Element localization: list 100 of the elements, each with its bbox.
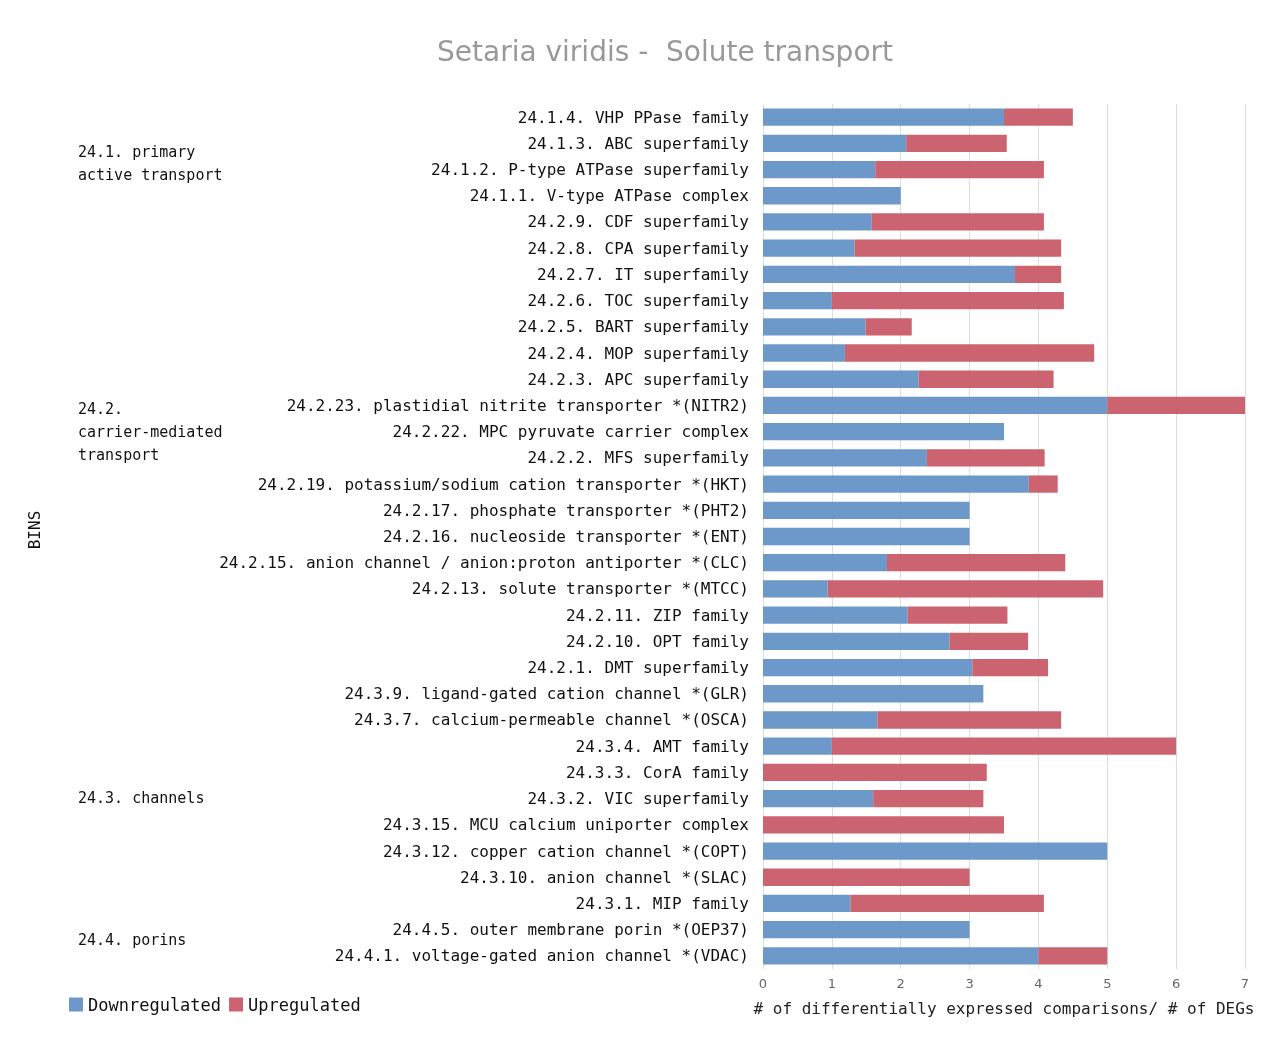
- y-tick-label: 24.4.1. voltage-gated anion channel *(VDAC): [334, 946, 749, 966]
- y-tick-label: 24.2.3. APC superfamily: [527, 369, 750, 389]
- chart-title: Setaria viridis - Solute transport: [437, 34, 894, 68]
- bar: [854, 239, 1062, 257]
- bar: [1038, 947, 1108, 965]
- y-tick-label: 24.1.4. VHP PPase family: [517, 107, 750, 127]
- x-tick-label: 5: [1103, 976, 1112, 991]
- bar: [871, 213, 1044, 231]
- bar: [763, 947, 1039, 965]
- bar: [1107, 396, 1245, 415]
- x-tick-label: 0: [758, 976, 768, 991]
- y-tick-label: 24.3.12. copper cation channel *(COPT): [382, 841, 749, 861]
- bar: [763, 344, 845, 362]
- bar: [877, 711, 1062, 729]
- y-tick-label: 24.2.13. solute transporter *(MTCC): [411, 579, 749, 599]
- bar: [865, 318, 912, 336]
- bar: [763, 658, 973, 677]
- bar: [763, 632, 950, 650]
- bar: [906, 134, 1007, 152]
- bar: [873, 789, 984, 808]
- legend-label: Downregulated: [88, 994, 222, 1015]
- bar: [1004, 108, 1073, 126]
- bar: [763, 160, 876, 179]
- bar: [763, 816, 1004, 834]
- bar: [763, 763, 987, 782]
- bar: [763, 842, 1108, 860]
- y-tick-label: 24.2.8. CPA superfamily: [527, 238, 750, 258]
- x-tick-label: 4: [1034, 976, 1043, 991]
- bar: [827, 580, 1104, 598]
- y-tick-label: 24.3.2. VIC superfamily: [527, 789, 750, 809]
- x-tick-label: 2: [896, 976, 905, 991]
- bar: [763, 423, 1004, 441]
- y-tick-label: 24.3.3. CorA family: [565, 762, 750, 782]
- y-tick-label: 24.2.5. BART superfamily: [517, 317, 750, 337]
- y-tick-label: 24.2.11. ZIP family: [565, 605, 750, 625]
- text: 24.1. primary active transport: [78, 142, 223, 184]
- bar: [1015, 265, 1062, 284]
- bar: [763, 527, 970, 546]
- y-tick-label: 24.2.16. nucleoside transporter *(ENT): [382, 527, 749, 546]
- bar: [763, 449, 927, 467]
- bar: [763, 318, 866, 336]
- y-tick-label: 24.2.10. OPT family: [565, 631, 750, 651]
- y-tick-label: 24.2.2. MFS superfamily: [527, 448, 750, 468]
- y-tick-label: 24.1.1. V-type ATPase complex: [469, 186, 750, 206]
- bar: [949, 632, 1029, 650]
- x-tick-label: 7: [1240, 976, 1250, 991]
- bar: [763, 789, 874, 808]
- y-tick-label: 24.2.22. MPC pyruvate carrier complex: [392, 422, 750, 442]
- bar: [763, 370, 919, 388]
- y-tick-label: 24.1.3. ABC superfamily: [527, 133, 750, 153]
- bar: [763, 711, 878, 729]
- y-tick-label: 24.4.5. outer membrane porin *(OEP37): [392, 920, 749, 940]
- bar: [875, 160, 1044, 179]
- bar: [1028, 475, 1058, 493]
- bar: [763, 396, 1108, 415]
- bar: [763, 894, 851, 913]
- text: 24.4. porins: [78, 930, 187, 949]
- y-tick-label: 24.2.4. MOP superfamily: [527, 343, 750, 363]
- bar: [763, 108, 1004, 126]
- bar: [763, 501, 970, 519]
- bar: [763, 685, 984, 703]
- bar: [763, 737, 832, 755]
- y-tick-label: 24.2.9. CDF superfamily: [527, 212, 750, 232]
- bar: [763, 606, 908, 624]
- text: 24.2. carrier-mediated transport: [78, 399, 232, 464]
- text: BINS: [24, 510, 44, 550]
- legend-label: Upregulated: [248, 994, 361, 1015]
- y-tick-label: 24.3.10. anion channel *(SLAC): [460, 867, 749, 887]
- y-tick-label: 24.2.19. potassium/sodium cation transporter *(HKT): [257, 474, 749, 494]
- bar: [763, 475, 1029, 493]
- bar: [763, 868, 970, 886]
- y-tick-label: 24.2.6. TOC superfamily: [527, 291, 750, 311]
- bar: [831, 291, 1064, 310]
- y-tick-label: 24.3.9. ligand-gated cation channel *(GLR): [344, 684, 749, 704]
- y-tick-label: 24.2.7. IT superfamily: [537, 264, 750, 284]
- text: 24.3. channels: [78, 788, 205, 807]
- bar: [926, 449, 1045, 467]
- bar: [763, 291, 832, 310]
- bar: [763, 239, 855, 257]
- y-tick-label: 24.2.15. anion channel / anion:proton antiporter *(CLC): [219, 553, 749, 573]
- x-tick-label: 1: [827, 976, 836, 991]
- bar: [907, 606, 1008, 624]
- y-tick-label: 24.2.17. phosphate transporter *(PHT2): [382, 500, 749, 520]
- bar: [844, 344, 1095, 362]
- y-tick-label: 24.3.7. calcium-permeable channel *(OSCA): [354, 710, 749, 730]
- bar: [763, 265, 1016, 284]
- x-tick-label: 6: [1172, 976, 1181, 991]
- y-tick-label: 24.3.4. AMT family: [575, 736, 750, 756]
- y-tick-label: 24.3.15. MCU calcium uniporter complex: [382, 815, 750, 835]
- y-tick-label: 24.2.1. DMT superfamily: [527, 658, 750, 678]
- bar: [763, 580, 828, 598]
- bar: [763, 134, 907, 152]
- x-tick-label: 3: [965, 976, 974, 991]
- bar: [763, 213, 872, 231]
- y-tick-label: 24.3.1. MIP family: [575, 893, 750, 913]
- bar: [831, 737, 1177, 755]
- bar: [918, 370, 1054, 388]
- bar: [763, 554, 887, 572]
- y-tick-label: 24.2.23. plastidial nitrite transporter *(NITR2): [286, 395, 749, 415]
- bar: [763, 187, 901, 205]
